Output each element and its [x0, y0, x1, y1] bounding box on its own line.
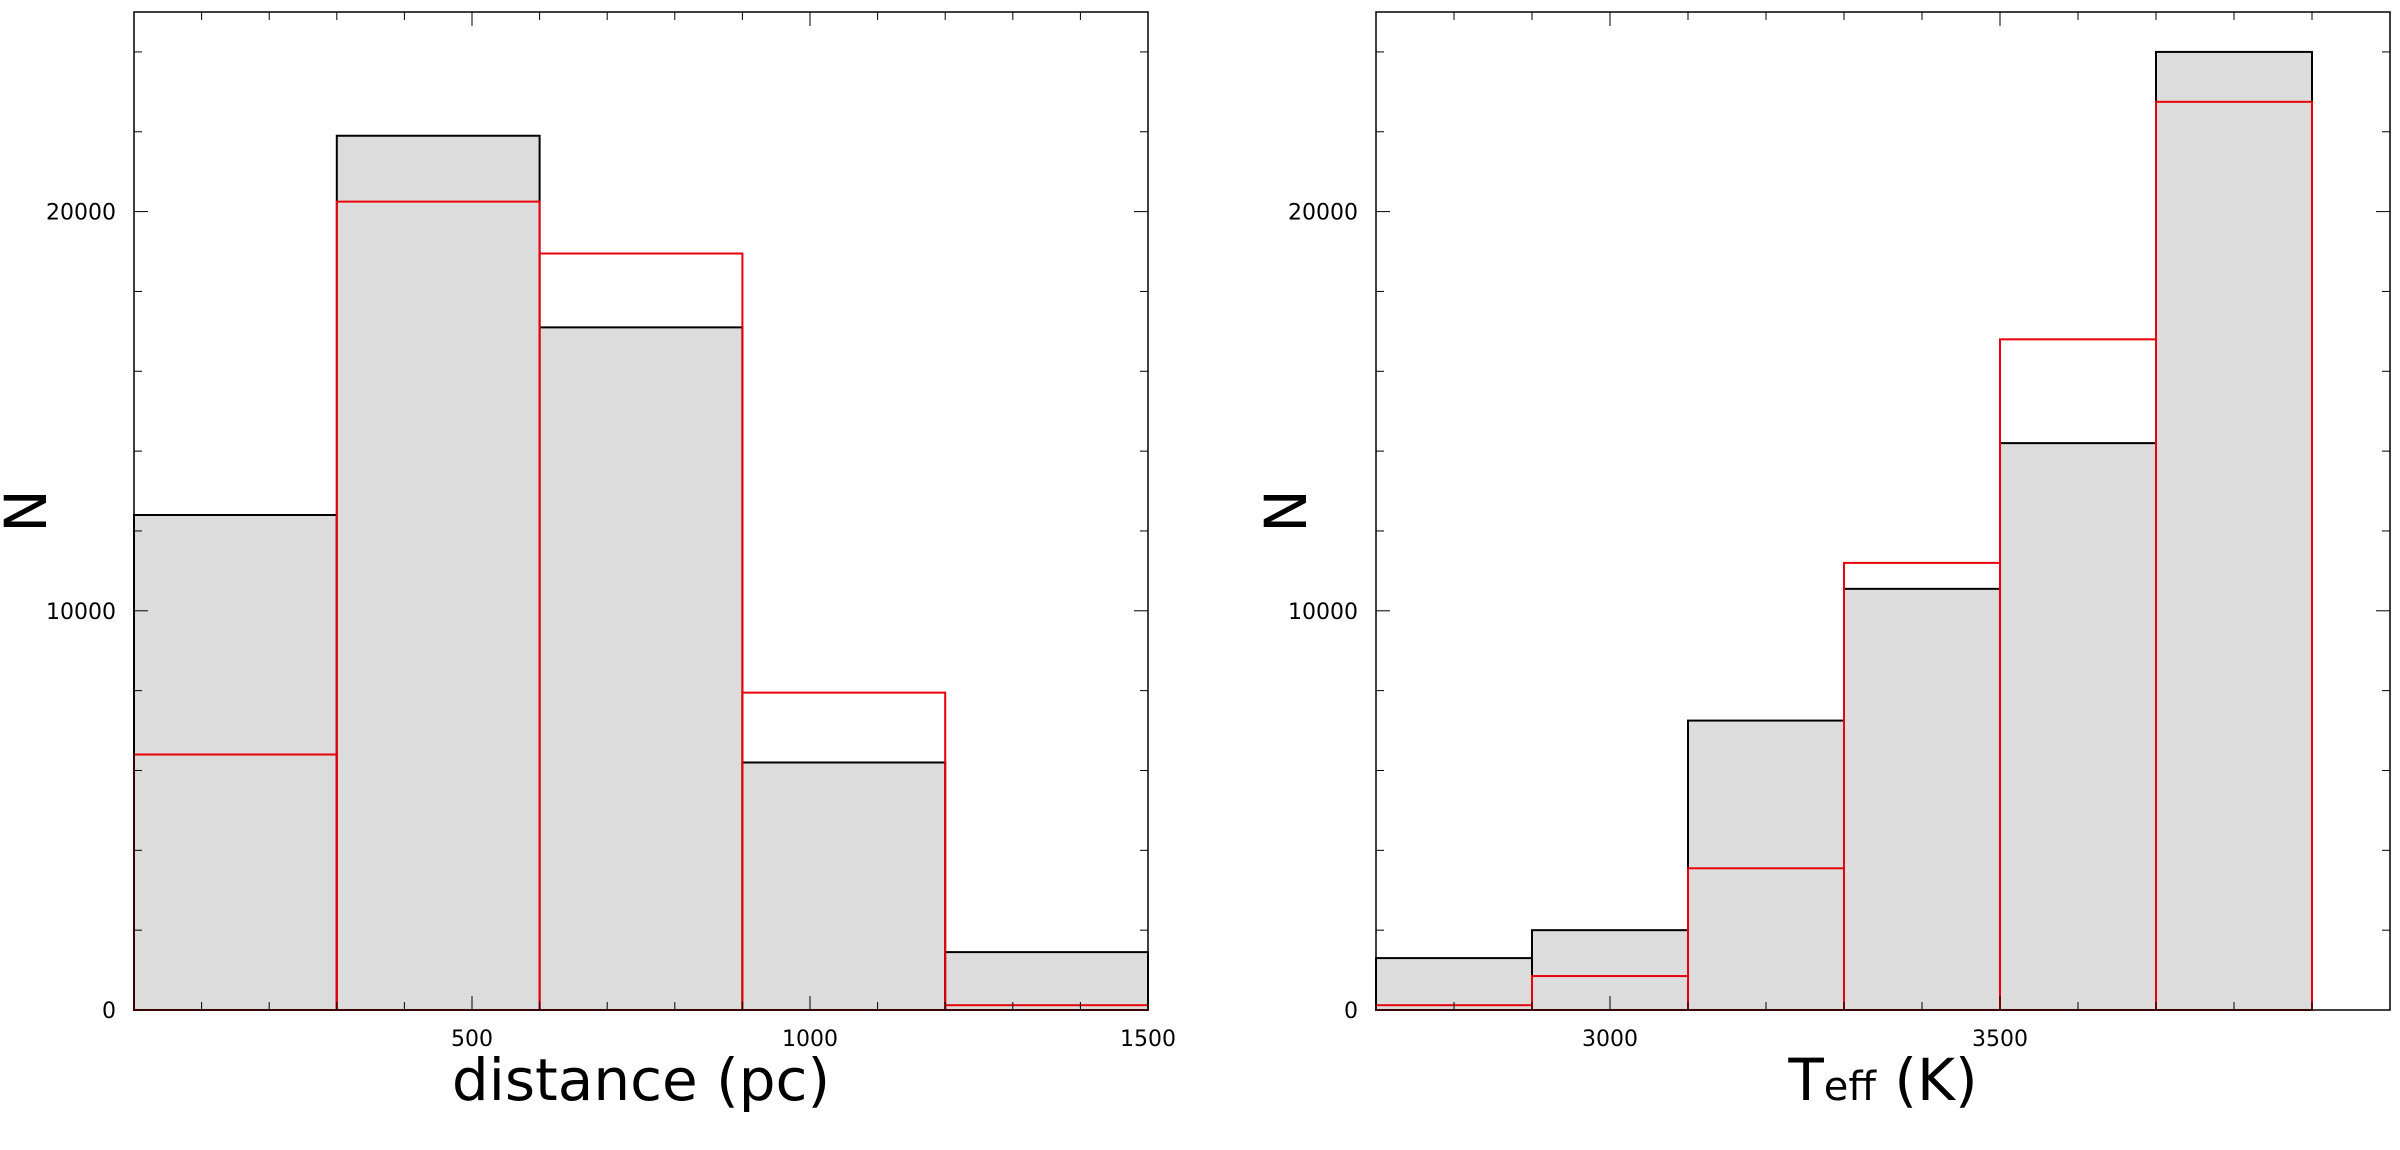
y-tick-label: 10000	[46, 600, 116, 625]
bar-black-2	[1687, 719, 1845, 1012]
bar-black-3	[741, 761, 947, 1011]
x-axis-label: distance (pc)	[452, 1046, 830, 1114]
y-tick-label: 0	[1344, 999, 1358, 1024]
y-tick-label: 20000	[1288, 201, 1358, 226]
y-axis-label: N	[1252, 489, 1320, 532]
bar-black-0	[133, 513, 338, 1011]
y-tick-label: 10000	[1288, 600, 1358, 625]
bar-black-4	[1999, 442, 2157, 1011]
x-tick-label: 1500	[1120, 1027, 1176, 1052]
bar-black-2	[538, 326, 744, 1012]
y-tick-label: 20000	[46, 201, 116, 226]
x-tick-label: 3000	[1582, 1027, 1638, 1052]
y-tick-label: 0	[102, 999, 116, 1024]
x-tick-label: 1000	[782, 1027, 838, 1052]
y-axis-label: N	[0, 489, 60, 532]
teff-histogram-panel: 0 10000 20000 3000 3500 N Teff (K)	[1252, 11, 2391, 1114]
x-axis-label: Teff (K)	[1787, 1046, 1977, 1114]
bar-black-1	[335, 134, 541, 1011]
bar-black-4	[944, 951, 1150, 1012]
bar-black-0	[1375, 957, 1533, 1012]
distance-histogram-panel: 0 10000 20000 500 1000 1500 Ndistance (pc)	[0, 11, 1176, 1114]
bar-black-3	[1843, 587, 2001, 1011]
x-tick-label: 500	[451, 1027, 493, 1052]
plot-frame	[1375, 11, 2391, 1011]
x-tick-label: 3500	[1972, 1027, 2028, 1052]
plot-frame	[133, 11, 1149, 1011]
bar-black-5	[2155, 50, 2313, 1012]
